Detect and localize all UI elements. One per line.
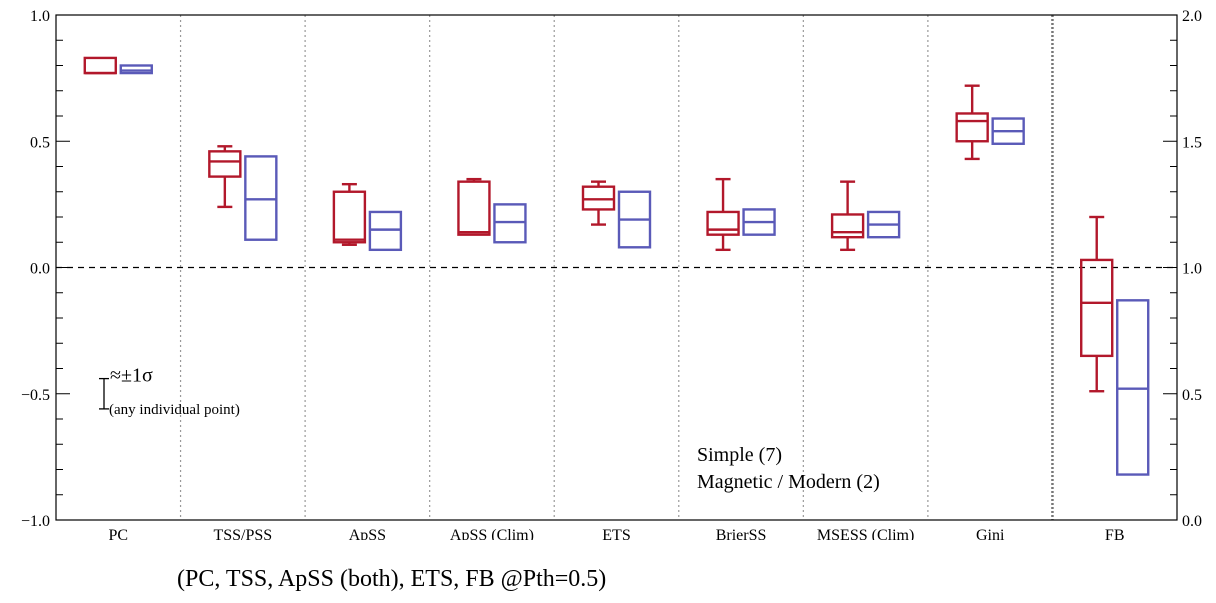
box-plot-chart: 1.0 0.5 0.0 −0.5 −1.0 2.0 1.5 1.0 0.5 0.0 PC TSS/PS… — [21, 8, 1202, 540]
category-label: Gini — [976, 527, 1005, 540]
box-body — [244, 155, 278, 241]
sigma-note: ≈±1σ (any individual point) — [99, 365, 240, 418]
box-body — [332, 190, 367, 244]
chart-caption: (PC, TSS, ApSS (both), ETS, FB @Pth=0.5) — [177, 566, 607, 592]
left-tick-label: 0.5 — [30, 134, 50, 151]
box-magnetic-apss-clim- — [493, 203, 527, 244]
right-tick-label: 1.0 — [1182, 261, 1202, 278]
box-magnetic-pc — [119, 64, 153, 75]
category-label: TSS/PSS — [213, 527, 272, 540]
legend-entry: Magnetic / Modern (2) — [697, 471, 880, 493]
box-magnetic-ets — [617, 190, 652, 249]
box-magnetic-msess-clim- — [866, 210, 901, 239]
axes — [55, 14, 1178, 521]
box-body — [706, 210, 740, 236]
box-body — [368, 210, 403, 252]
category-label: MSESS (Clim) — [817, 527, 914, 540]
box-magnetic-fb — [1116, 299, 1150, 476]
box-body — [457, 180, 491, 236]
box-series — [83, 56, 1150, 476]
category-label: FB — [1105, 527, 1125, 540]
box-magnetic-tss-pss — [244, 155, 278, 241]
left-tick-label: −1.0 — [21, 513, 50, 530]
box-body — [581, 185, 616, 211]
box-body — [830, 213, 865, 239]
category-label: ApSS (Clim) — [450, 527, 534, 540]
category-label: ETS — [602, 527, 630, 540]
right-tick-label: 0.0 — [1182, 513, 1202, 530]
box-body — [119, 64, 153, 75]
category-label: PC — [108, 527, 128, 540]
box-body — [1116, 299, 1150, 476]
box-simple-apss — [332, 182, 367, 246]
right-tick-label: 2.0 — [1182, 8, 1202, 25]
box-simple-gini — [955, 84, 989, 161]
box-simple-brierss — [706, 177, 740, 252]
box-simple-fb — [1080, 215, 1114, 393]
box-simple-ets — [581, 180, 616, 226]
box-body — [1080, 258, 1114, 358]
box-simple-msess-clim- — [830, 180, 865, 252]
sigma-label: ≈±1σ — [110, 365, 153, 387]
box-simple-pc — [83, 56, 117, 75]
sigma-note-text: (any individual point) — [109, 402, 240, 418]
box-simple-tss-pss — [208, 145, 242, 209]
left-tick-label: −0.5 — [21, 387, 50, 404]
legend-entry: Simple (7) — [697, 444, 782, 466]
box-body — [493, 203, 527, 244]
category-label: ApSS — [349, 527, 386, 540]
axis-labels: 1.0 0.5 0.0 −0.5 −1.0 2.0 1.5 1.0 0.5 0.0 PC TSS/PS… — [21, 8, 1202, 540]
box-magnetic-gini — [991, 117, 1025, 145]
right-tick-label: 0.5 — [1182, 387, 1202, 404]
box-body — [83, 56, 117, 75]
left-tick-label: 0.0 — [30, 261, 50, 278]
box-magnetic-brierss — [742, 208, 776, 236]
right-tick-label: 1.5 — [1182, 134, 1202, 151]
box-body — [208, 150, 242, 178]
box-simple-apss-clim- — [457, 177, 491, 236]
left-tick-label: 1.0 — [30, 8, 50, 25]
box-magnetic-apss — [368, 210, 403, 252]
legend: Simple (7) Magnetic / Modern (2) — [697, 444, 880, 493]
category-separators — [56, 15, 1177, 520]
box-body — [955, 112, 989, 143]
category-label: BrierSS — [716, 527, 767, 540]
